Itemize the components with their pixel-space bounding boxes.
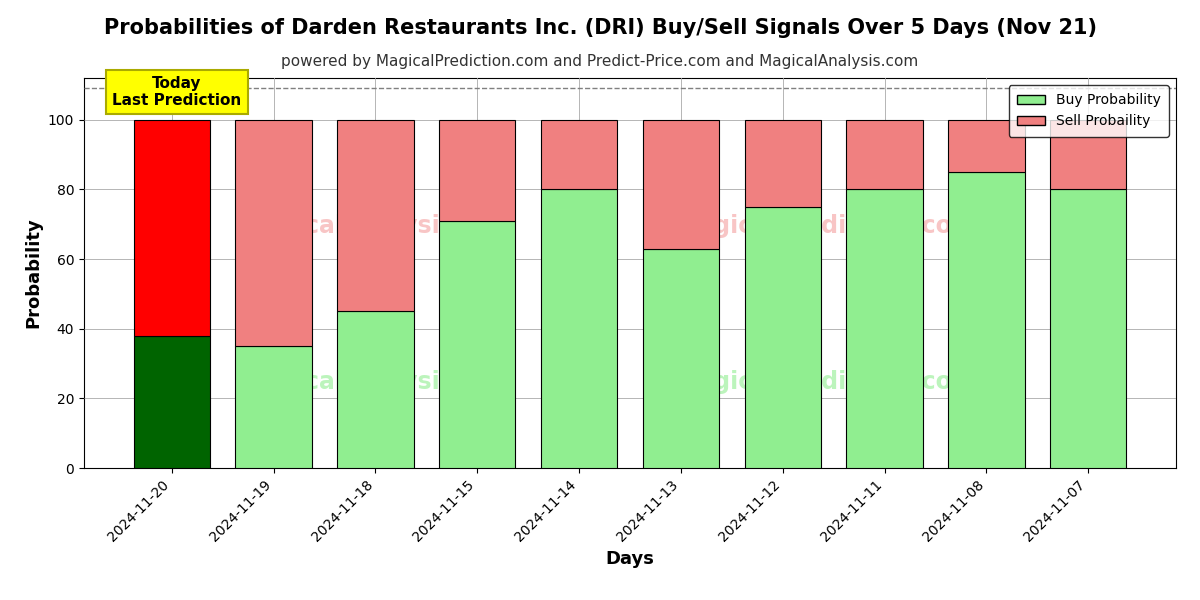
Bar bbox=[1050, 190, 1127, 468]
Bar bbox=[541, 120, 617, 190]
Bar bbox=[337, 311, 414, 468]
Bar bbox=[1050, 120, 1127, 190]
Text: Today
Last Prediction: Today Last Prediction bbox=[113, 76, 241, 108]
Text: powered by MagicalPrediction.com and Predict-Price.com and MagicalAnalysis.com: powered by MagicalPrediction.com and Pre… bbox=[281, 54, 919, 69]
X-axis label: Days: Days bbox=[606, 550, 654, 568]
Y-axis label: Probability: Probability bbox=[24, 218, 42, 328]
Bar bbox=[846, 120, 923, 190]
Bar bbox=[948, 120, 1025, 172]
Text: calAnalysis.com: calAnalysis.com bbox=[305, 370, 518, 394]
Bar bbox=[643, 120, 719, 248]
Legend: Buy Probability, Sell Probaility: Buy Probability, Sell Probaility bbox=[1009, 85, 1169, 137]
Bar bbox=[133, 120, 210, 335]
Text: calAnalysis.com: calAnalysis.com bbox=[305, 214, 518, 238]
Bar bbox=[133, 335, 210, 468]
Bar bbox=[235, 346, 312, 468]
Bar bbox=[643, 248, 719, 468]
Text: MagicalPrediction.com: MagicalPrediction.com bbox=[676, 214, 978, 238]
Bar bbox=[337, 120, 414, 311]
Bar bbox=[744, 120, 821, 207]
Bar bbox=[948, 172, 1025, 468]
Text: MagicalPrediction.com: MagicalPrediction.com bbox=[676, 370, 978, 394]
Bar bbox=[439, 120, 516, 221]
Bar bbox=[846, 190, 923, 468]
Bar bbox=[235, 120, 312, 346]
Bar bbox=[744, 207, 821, 468]
Bar bbox=[439, 221, 516, 468]
Bar bbox=[541, 190, 617, 468]
Text: Probabilities of Darden Restaurants Inc. (DRI) Buy/Sell Signals Over 5 Days (Nov: Probabilities of Darden Restaurants Inc.… bbox=[103, 18, 1097, 38]
